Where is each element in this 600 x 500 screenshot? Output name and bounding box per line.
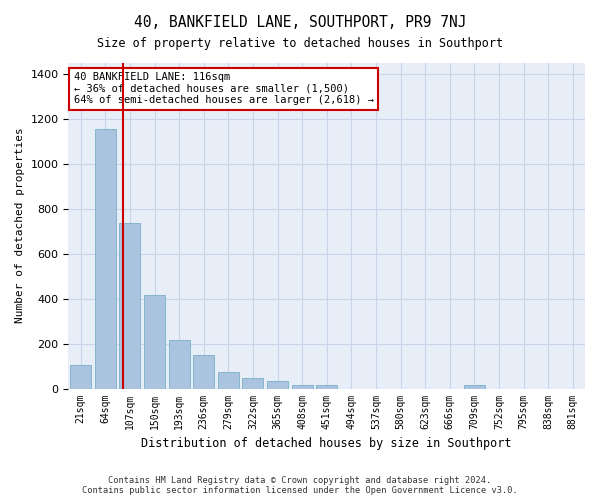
Y-axis label: Number of detached properties: Number of detached properties: [15, 128, 25, 324]
X-axis label: Distribution of detached houses by size in Southport: Distribution of detached houses by size …: [142, 437, 512, 450]
Bar: [267, 382, 288, 388]
Bar: [242, 378, 263, 388]
Text: Size of property relative to detached houses in Southport: Size of property relative to detached ho…: [97, 38, 503, 51]
Bar: [169, 340, 190, 388]
Bar: [144, 295, 165, 388]
Bar: [292, 384, 313, 388]
Bar: [316, 385, 337, 388]
Bar: [464, 384, 485, 388]
Text: Contains HM Land Registry data © Crown copyright and database right 2024.
Contai: Contains HM Land Registry data © Crown c…: [82, 476, 518, 495]
Text: 40, BANKFIELD LANE, SOUTHPORT, PR9 7NJ: 40, BANKFIELD LANE, SOUTHPORT, PR9 7NJ: [134, 15, 466, 30]
Bar: [119, 224, 140, 388]
Bar: [218, 372, 239, 388]
Bar: [70, 365, 91, 388]
Bar: [193, 356, 214, 388]
Bar: [95, 129, 116, 388]
Text: 40 BANKFIELD LANE: 116sqm
← 36% of detached houses are smaller (1,500)
64% of se: 40 BANKFIELD LANE: 116sqm ← 36% of detac…: [74, 72, 374, 106]
